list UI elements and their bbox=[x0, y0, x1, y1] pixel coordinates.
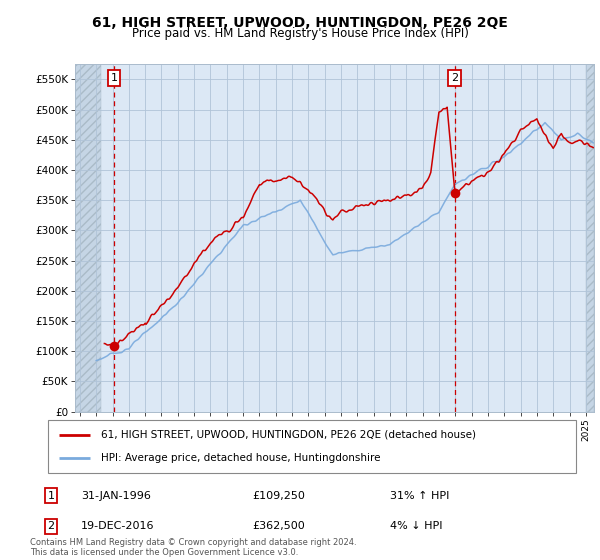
Text: 61, HIGH STREET, UPWOOD, HUNTINGDON, PE26 2QE: 61, HIGH STREET, UPWOOD, HUNTINGDON, PE2… bbox=[92, 16, 508, 30]
Text: 4% ↓ HPI: 4% ↓ HPI bbox=[390, 521, 443, 531]
Text: 2: 2 bbox=[47, 521, 55, 531]
Text: 31-JAN-1996: 31-JAN-1996 bbox=[81, 491, 151, 501]
Text: £362,500: £362,500 bbox=[252, 521, 305, 531]
Text: 2: 2 bbox=[451, 73, 458, 83]
FancyBboxPatch shape bbox=[48, 420, 576, 473]
Text: HPI: Average price, detached house, Huntingdonshire: HPI: Average price, detached house, Hunt… bbox=[101, 453, 380, 463]
Text: 1: 1 bbox=[47, 491, 55, 501]
Text: Price paid vs. HM Land Registry's House Price Index (HPI): Price paid vs. HM Land Registry's House … bbox=[131, 27, 469, 40]
Text: 61, HIGH STREET, UPWOOD, HUNTINGDON, PE26 2QE (detached house): 61, HIGH STREET, UPWOOD, HUNTINGDON, PE2… bbox=[101, 430, 476, 440]
Text: Contains HM Land Registry data © Crown copyright and database right 2024.
This d: Contains HM Land Registry data © Crown c… bbox=[30, 538, 356, 557]
Text: 1: 1 bbox=[110, 73, 118, 83]
Text: 19-DEC-2016: 19-DEC-2016 bbox=[81, 521, 155, 531]
Text: 31% ↑ HPI: 31% ↑ HPI bbox=[390, 491, 449, 501]
Text: £109,250: £109,250 bbox=[252, 491, 305, 501]
